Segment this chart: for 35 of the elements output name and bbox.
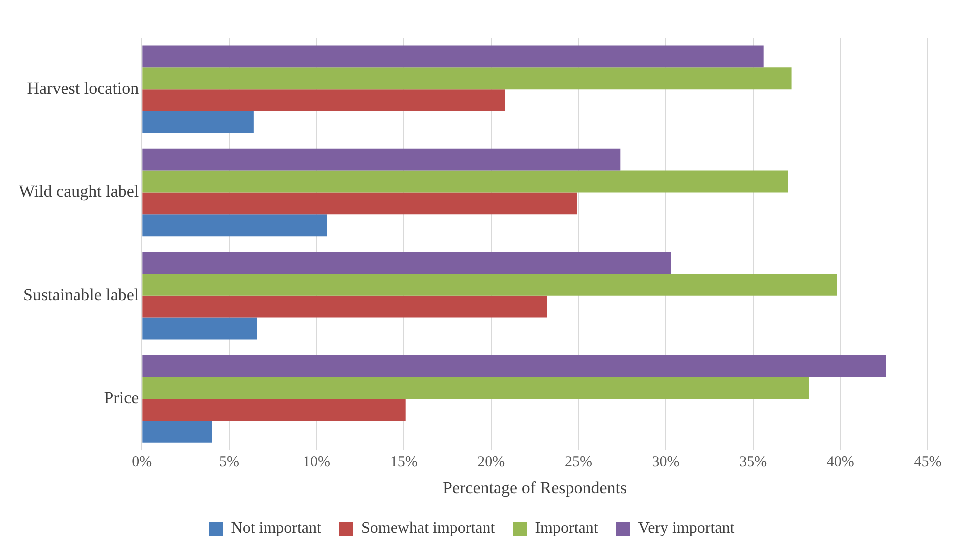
x-tick-label: 15% [390,454,418,471]
bar [142,111,254,134]
bar [142,214,328,237]
x-tick-label: 30% [652,454,680,471]
bar [142,170,788,193]
bar [142,148,621,171]
x-tick-label: 5% [219,454,240,471]
bar [142,68,792,90]
y-tick-label: Sustainable label [23,285,140,304]
x-tick-label: 40% [826,454,854,471]
y-tick-label: Harvest location [27,79,140,98]
bar [142,296,548,318]
legend-label: Very important [638,520,736,538]
legend-label: Not important [231,520,322,538]
x-tick-label: 20% [478,454,506,471]
bar [142,46,764,68]
bar [142,399,406,421]
bar [142,420,212,443]
bar [142,192,577,215]
x-axis-title: Percentage of Respondents [443,478,628,498]
x-tick-label: 0% [132,454,152,471]
y-tick-label: Price [104,388,140,408]
bar [142,90,506,112]
bar [142,377,810,400]
legend-label: Important [535,520,599,538]
y-tick-label: Wild caught label [18,182,140,202]
x-tick-label: 45% [914,454,942,471]
bar [142,318,258,340]
x-tick-label: 10% [303,454,331,471]
x-tick-label: 25% [564,454,592,471]
bar [142,274,838,296]
bar [142,252,672,274]
legend-label: Somewhat important [361,520,496,538]
bar [142,355,886,378]
x-tick-label: 35% [740,454,768,471]
